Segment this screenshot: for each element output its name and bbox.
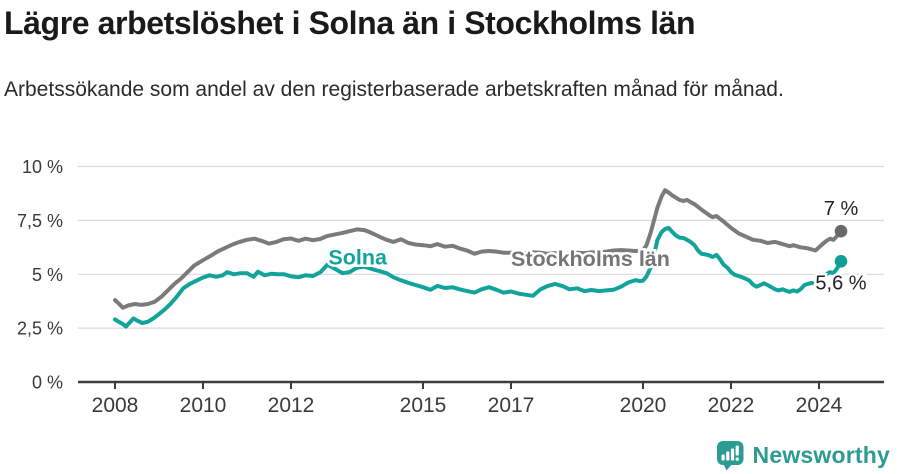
- x-tick-label: 2024: [796, 394, 843, 417]
- bar-chart-speech-bubble-icon: [716, 440, 745, 471]
- x-tick-label: 2008: [92, 394, 139, 417]
- stockholms-lan-line: [113, 188, 843, 310]
- x-tick-label: 2020: [620, 394, 667, 417]
- stockholms-lan-label: Stockholms län: [511, 247, 670, 271]
- solna-end-dot: [834, 254, 848, 268]
- y-tick-label: 5 %: [32, 265, 63, 285]
- chart-subtitle: Arbetssökande som andel av den registerb…: [4, 78, 784, 101]
- solna-label: Solna: [328, 245, 388, 269]
- x-tick-label: 2017: [488, 394, 535, 417]
- x-tick-label: 2015: [400, 394, 447, 417]
- chart-title: Lägre arbetslöshet i Solna än i Stockhol…: [4, 5, 696, 41]
- y-tick-label: 10 %: [22, 157, 63, 177]
- x-tick-label: 2010: [180, 394, 227, 417]
- stockholms-lan-end-value: 7 %: [824, 198, 859, 220]
- stockholms-lan-end-dot: [834, 224, 848, 238]
- newsworthy-brand: Newsworthy: [716, 440, 890, 471]
- y-tick-label: 2,5 %: [17, 319, 63, 339]
- x-tick-label: 2022: [708, 394, 755, 417]
- y-tick-label: 7,5 %: [17, 211, 63, 231]
- brand-name: Newsworthy: [752, 442, 890, 468]
- y-tick-label: 0 %: [32, 373, 63, 393]
- x-tick-label: 2012: [268, 394, 315, 417]
- solna-end-value: 5,6 %: [815, 272, 866, 294]
- solna-line: [113, 225, 843, 329]
